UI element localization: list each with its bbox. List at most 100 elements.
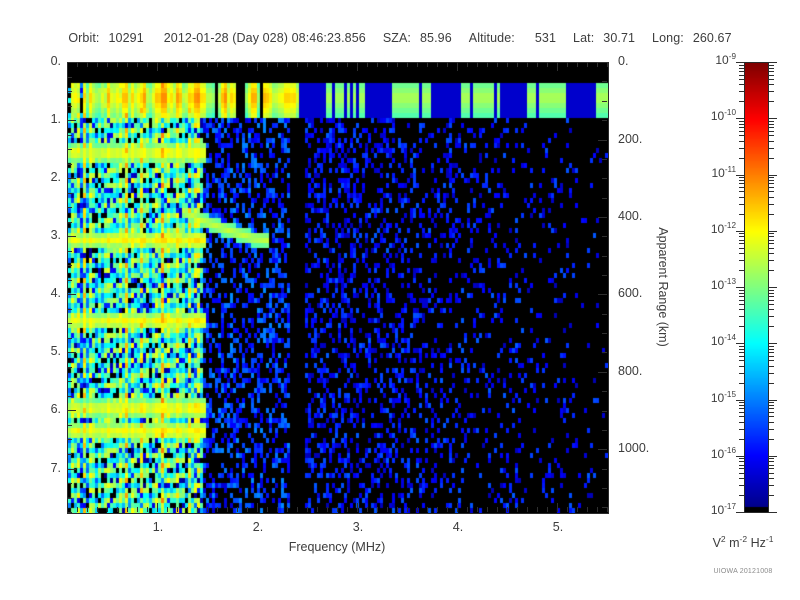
x-tick-minor xyxy=(247,507,248,512)
x-tick-minor xyxy=(597,507,598,512)
colorbar-tick-minor xyxy=(769,352,774,353)
colorbar-tick-minor xyxy=(769,468,774,470)
long-label: Long: xyxy=(652,31,684,45)
x-tick-minor xyxy=(427,507,428,512)
y-tick-label-left: 2. xyxy=(50,170,61,185)
y-tick-minor-left xyxy=(67,439,72,441)
sza-label: SZA: xyxy=(382,31,411,45)
colorbar-tick-minor xyxy=(739,461,744,463)
colorbar-tick-minor xyxy=(739,247,744,249)
ionogram-plot-frame xyxy=(67,62,609,514)
colorbar-tick-minor xyxy=(769,130,774,132)
x-tick-minor-top xyxy=(117,62,118,67)
colorbar-tick-label: 10-15 xyxy=(710,389,736,405)
x-tick-minor-top xyxy=(507,62,508,67)
x-tick-major xyxy=(257,503,258,512)
x-tick-minor xyxy=(437,507,438,512)
colorbar-tick-minor xyxy=(769,123,774,125)
y-tick-minor-right xyxy=(602,488,607,489)
colorbar-tick-minor xyxy=(769,91,774,93)
colorbar-tick-minor xyxy=(739,147,744,149)
x-tick-minor xyxy=(267,507,268,512)
colorbar xyxy=(744,62,769,513)
y-tick-minor-left xyxy=(67,279,72,281)
colorbar-tick-minor xyxy=(739,438,744,440)
y-tick-major-right xyxy=(598,62,607,63)
y-tick-minor-right xyxy=(602,507,607,509)
colorbar-tick-minor xyxy=(769,412,774,413)
x-tick-minor xyxy=(547,507,548,512)
x-tick-minor xyxy=(577,507,578,512)
colorbar-tick-minor xyxy=(739,355,744,357)
x-tick-minor-top xyxy=(137,62,138,67)
x-tick-label: 3. xyxy=(352,520,364,534)
x-tick-minor xyxy=(237,507,238,512)
colorbar-tick-minor xyxy=(739,421,744,423)
y-tick-minor-left xyxy=(67,308,72,310)
colorbar-tick-minor xyxy=(769,147,774,149)
orbit-value: 10291 xyxy=(108,31,144,45)
colorbar-tick-minor xyxy=(769,247,774,249)
colorbar-tick-minor xyxy=(769,478,774,480)
colorbar-tick-minor xyxy=(739,412,744,413)
colorbar-tick-minor xyxy=(739,416,744,418)
x-tick-minor-top xyxy=(447,62,448,67)
y-tick-minor-left xyxy=(67,221,72,223)
x-tick-minor-top xyxy=(127,62,128,67)
colorbar-tick-minor xyxy=(769,270,774,272)
colorbar-tick-minor xyxy=(769,345,774,347)
colorbar-tick-minor xyxy=(769,203,774,205)
x-tick-minor xyxy=(137,507,138,512)
x-tick-minor xyxy=(97,507,98,512)
y-tick-label-right: 600. xyxy=(618,286,643,301)
y-tick-minor-right xyxy=(602,410,607,412)
colorbar-tick xyxy=(736,399,744,401)
colorbar-tick-minor xyxy=(739,402,744,404)
y-tick-minor-right xyxy=(602,468,607,470)
colorbar-tick-minor xyxy=(769,421,774,423)
colorbar-tick-minor xyxy=(739,157,744,159)
x-tick-minor-top xyxy=(437,62,438,67)
x-tick-minor-top xyxy=(597,62,598,67)
colorbar-tick-minor xyxy=(739,130,744,132)
x-tick-label: 2. xyxy=(252,520,264,534)
y-tick-minor-left xyxy=(67,424,72,426)
y-tick-major-right xyxy=(598,371,607,373)
colorbar-tick-label: 10-9 xyxy=(715,52,736,67)
colorbar-tick-minor xyxy=(769,289,774,291)
x-tick-minor xyxy=(477,507,478,512)
x-tick-minor-top xyxy=(287,62,288,67)
colorbar-tick-minor xyxy=(739,91,744,93)
x-tick-minor xyxy=(497,507,498,512)
altitude-value: 531 xyxy=(534,31,557,45)
colorbar-tick xyxy=(769,62,777,63)
y-tick-minor-right xyxy=(602,178,607,180)
colorbar-tick-minor xyxy=(769,233,774,235)
y-tick-minor-left xyxy=(67,134,72,136)
sza-value: 85.96 xyxy=(420,31,452,45)
colorbar-tick-minor xyxy=(739,78,744,80)
x-tick-minor-top xyxy=(547,62,548,67)
y-tick-label-left: 7. xyxy=(50,460,61,475)
y-tick-minor-left xyxy=(67,323,72,325)
x-tick-minor xyxy=(417,507,418,512)
colorbar-tick-minor xyxy=(769,64,774,66)
y-tick-minor-left xyxy=(67,483,72,484)
colorbar-tick-minor xyxy=(769,348,774,350)
colorbar-tick-minor xyxy=(769,428,774,430)
x-tick-minor xyxy=(337,507,338,512)
colorbar-tick-minor xyxy=(769,253,774,255)
y-tick-minor-right xyxy=(602,158,607,160)
x-tick-minor xyxy=(587,507,588,512)
colorbar-tick-minor xyxy=(769,120,774,122)
x-tick-major-top xyxy=(357,62,358,71)
x-tick-major-top xyxy=(557,62,558,71)
colorbar-tick-minor xyxy=(769,438,774,440)
colorbar-tick-minor xyxy=(739,309,744,311)
lat-value: 30.71 xyxy=(603,31,636,45)
y-tick-label-right: 1000. xyxy=(618,441,650,456)
y-tick-label-right: 200. xyxy=(618,131,643,146)
y-tick-major-right xyxy=(598,294,607,296)
y-tick-minor-left xyxy=(67,265,72,267)
colorbar-tick xyxy=(769,455,777,457)
